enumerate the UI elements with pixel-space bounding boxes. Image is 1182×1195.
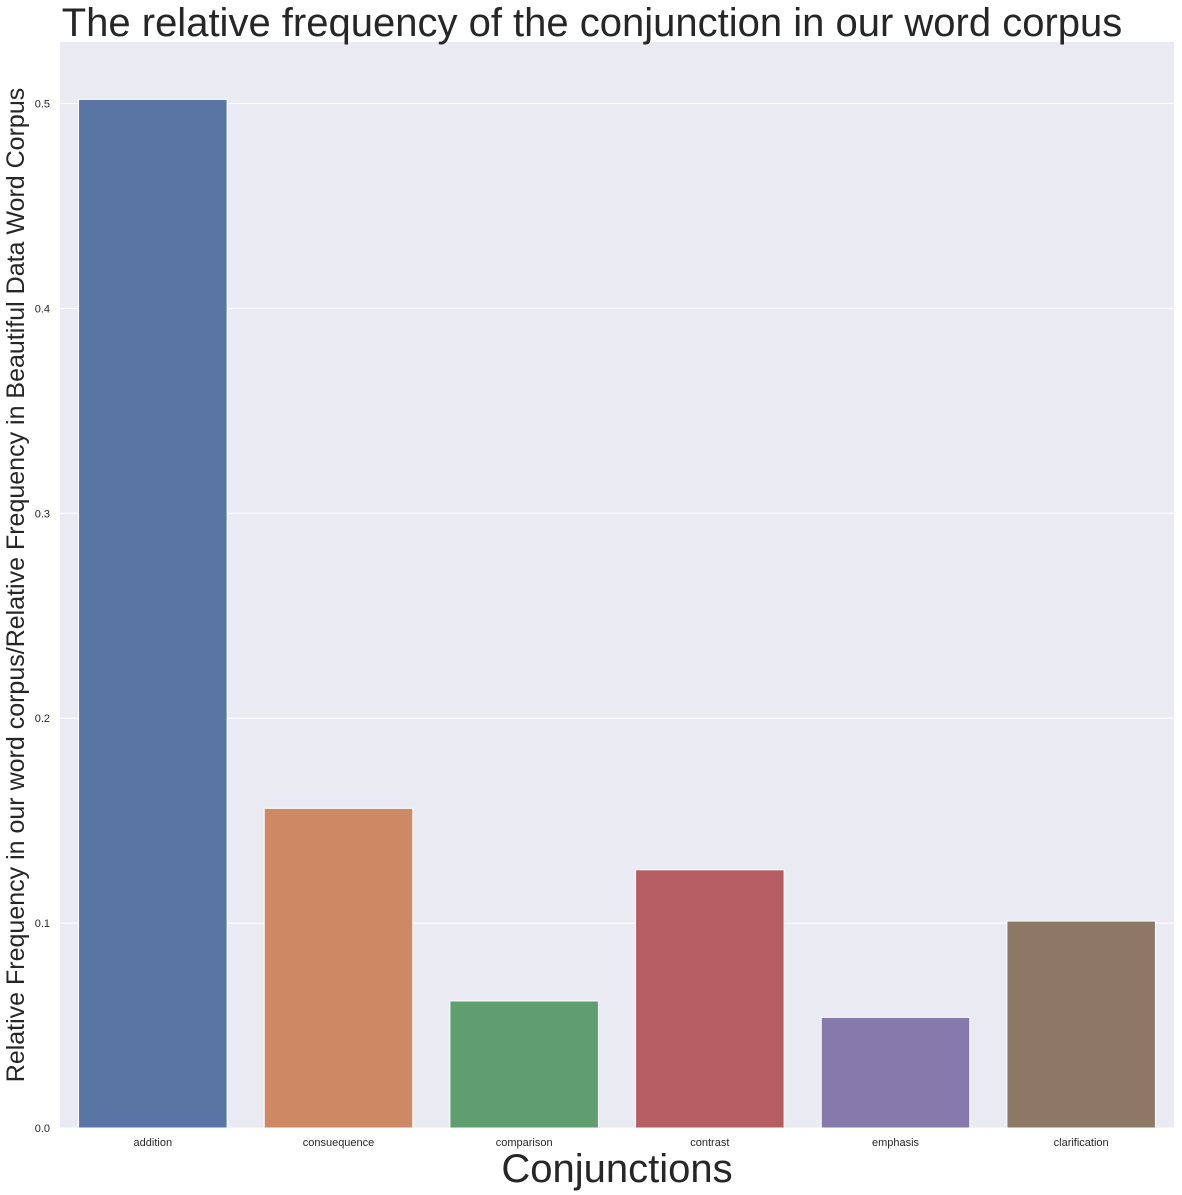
grid-lines (60, 102, 1174, 1129)
y-tick-label: 0.1 (35, 918, 50, 930)
bar-addition (78, 98, 228, 1129)
y-tick-label: 0.2 (35, 713, 50, 725)
x-tick-label: consuequence (303, 1137, 375, 1149)
x-tick-label: addition (134, 1137, 173, 1149)
x-tick-label: clarification (1054, 1137, 1109, 1149)
bar-clarification (1006, 920, 1156, 1129)
y-tick-label: 0.0 (35, 1123, 50, 1135)
bar-comparison (449, 1000, 599, 1129)
bars (78, 98, 1156, 1129)
plot-area (60, 42, 1174, 1128)
bar-contrast (635, 869, 785, 1129)
y-axis-ticks: 0.0 0.1 0.2 0.3 0.4 0.5 (35, 98, 50, 1135)
x-tick-label: emphasis (872, 1137, 920, 1149)
bar-consuequence (263, 807, 414, 1129)
y-tick-label: 0.3 (35, 508, 50, 520)
x-axis-label: Conjunctions (501, 1147, 732, 1191)
y-tick-label: 0.5 (35, 98, 50, 110)
x-axis-ticks: addition consuequence comparison contrast em… (134, 1137, 1109, 1149)
chart-title: The relative frequency of the conjunctio… (62, 1, 1123, 45)
y-tick-label: 0.4 (35, 303, 50, 315)
y-axis-label: Relative Frequency in our word corpus/Re… (2, 88, 30, 1082)
x-tick-label: comparison (496, 1137, 553, 1149)
x-tick-label: contrast (690, 1137, 729, 1149)
bar-emphasis (820, 1016, 971, 1129)
